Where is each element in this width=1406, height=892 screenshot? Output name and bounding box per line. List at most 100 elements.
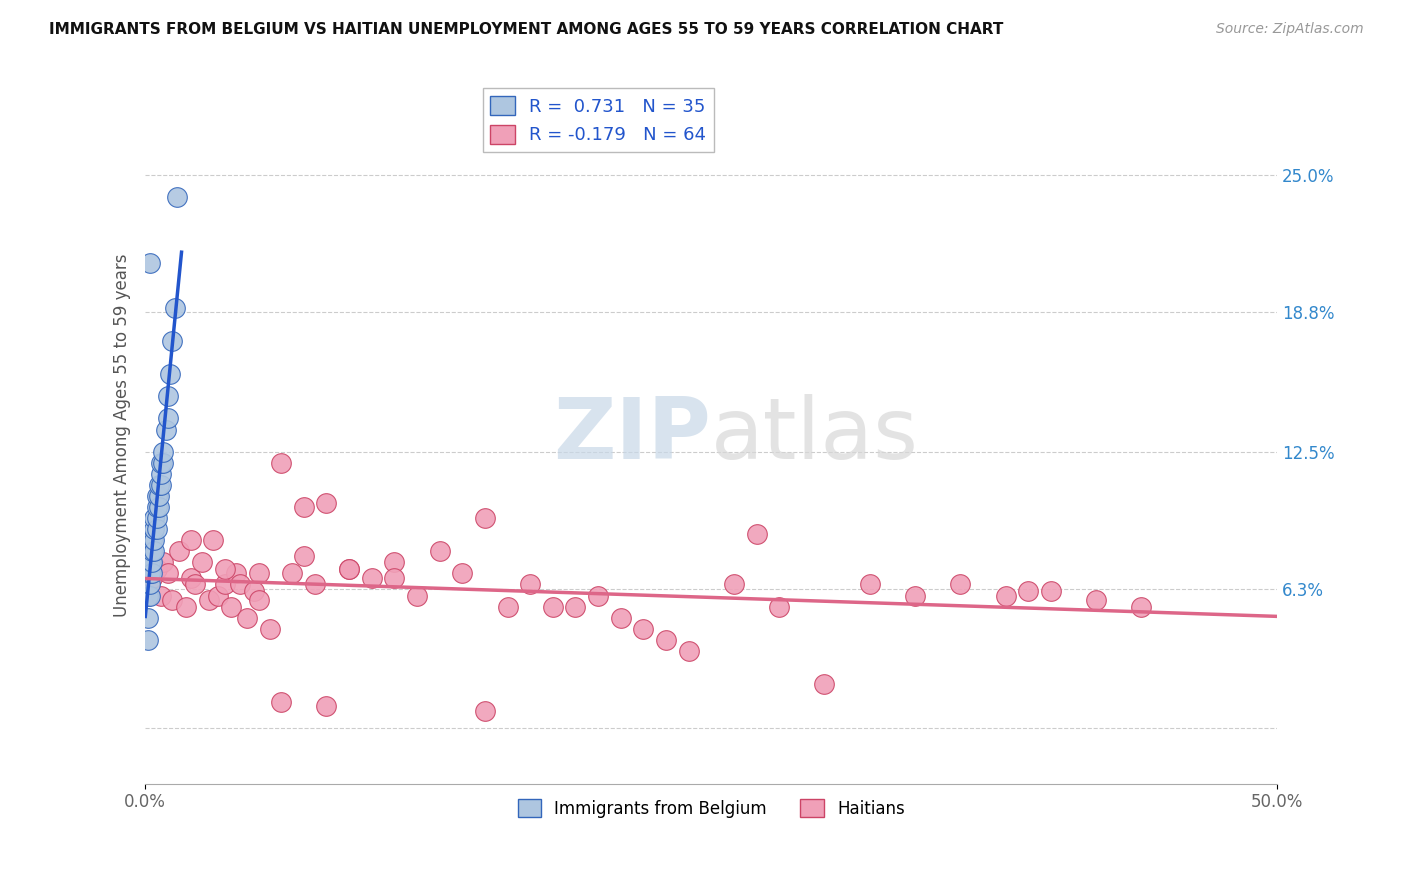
Point (474, 704, 496, 718)
Point (136, 589, 159, 603)
Point (382, 555, 405, 569)
Point (202, 533, 225, 548)
Point (159, 367, 181, 381)
Point (139, 256, 162, 270)
Y-axis label: Unemployment Among Ages 55 to 59 years: Unemployment Among Ages 55 to 59 years (114, 253, 131, 616)
Point (150, 456, 173, 470)
Point (143, 522, 166, 536)
Point (678, 644, 700, 658)
Point (221, 599, 243, 614)
Point (949, 577, 972, 591)
Point (1130, 599, 1153, 614)
Point (236, 610, 259, 624)
Point (156, 389, 179, 403)
Point (1039, 584, 1062, 599)
Text: Source: ZipAtlas.com: Source: ZipAtlas.com (1216, 22, 1364, 37)
Point (143, 533, 166, 548)
Point (150, 467, 173, 481)
Point (141, 571, 163, 585)
Point (174, 599, 197, 614)
Point (292, 500, 315, 514)
Point (315, 699, 337, 714)
Point (141, 544, 163, 558)
Point (136, 632, 159, 647)
Point (292, 549, 315, 563)
Point (496, 599, 519, 614)
Point (156, 411, 179, 425)
Point (152, 456, 174, 470)
Point (141, 533, 163, 548)
Point (225, 566, 247, 581)
Point (586, 589, 609, 603)
Point (519, 577, 541, 591)
Point (768, 599, 790, 614)
Point (247, 593, 270, 607)
Point (150, 589, 173, 603)
Point (143, 544, 166, 558)
Point (156, 566, 179, 581)
Point (406, 589, 429, 603)
Point (633, 622, 655, 636)
Point (141, 555, 163, 569)
Point (136, 610, 159, 624)
Point (243, 584, 266, 599)
Point (994, 589, 1017, 603)
Text: ZIP: ZIP (554, 393, 711, 476)
Point (145, 489, 167, 503)
Point (152, 444, 174, 458)
Point (1085, 593, 1108, 607)
Point (148, 478, 170, 492)
Text: IMMIGRANTS FROM BELGIUM VS HAITIAN UNEMPLOYMENT AMONG AGES 55 TO 59 YEARS CORREL: IMMIGRANTS FROM BELGIUM VS HAITIAN UNEMP… (49, 22, 1004, 37)
Point (207, 589, 229, 603)
Text: atlas: atlas (711, 393, 920, 476)
Point (655, 632, 678, 647)
Point (166, 190, 188, 204)
Point (247, 566, 270, 581)
Point (859, 577, 882, 591)
Point (270, 456, 292, 470)
Point (813, 677, 835, 691)
Point (148, 500, 170, 514)
Point (162, 334, 184, 348)
Point (197, 593, 219, 607)
Point (1017, 584, 1039, 599)
Point (180, 533, 202, 548)
Point (429, 544, 451, 558)
Legend: Immigrants from Belgium, Haitians: Immigrants from Belgium, Haitians (512, 792, 911, 824)
Point (304, 577, 326, 591)
Point (723, 577, 745, 591)
Point (139, 577, 162, 591)
Point (541, 599, 564, 614)
Point (145, 511, 167, 525)
Point (148, 489, 170, 503)
Point (180, 571, 202, 585)
Point (451, 566, 474, 581)
Point (139, 555, 162, 569)
Point (162, 593, 184, 607)
Point (141, 566, 163, 581)
Point (184, 577, 207, 591)
Point (259, 622, 281, 636)
Point (145, 500, 167, 514)
Point (191, 555, 214, 569)
Point (150, 478, 173, 492)
Point (745, 526, 768, 541)
Point (564, 599, 586, 614)
Point (281, 566, 304, 581)
Point (337, 562, 360, 576)
Point (904, 589, 927, 603)
Point (474, 511, 496, 525)
Point (139, 566, 162, 581)
Point (139, 589, 162, 603)
Point (609, 610, 631, 624)
Point (229, 577, 252, 591)
Point (145, 522, 167, 536)
Point (214, 577, 236, 591)
Point (145, 562, 167, 576)
Point (382, 571, 405, 585)
Point (270, 695, 292, 709)
Point (214, 562, 236, 576)
Point (152, 555, 174, 569)
Point (315, 495, 337, 509)
Point (169, 544, 191, 558)
